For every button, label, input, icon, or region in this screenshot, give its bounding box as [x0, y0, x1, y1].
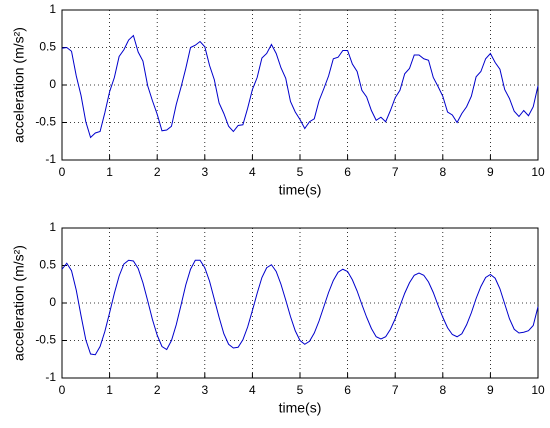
x-tick-label: 6 [344, 383, 351, 397]
x-tick-label: 5 [297, 383, 304, 397]
x-tick-label: 10 [531, 165, 545, 179]
y-tick-label: 0 [49, 295, 56, 309]
y-tick-label: 0 [49, 77, 56, 91]
y-tick-label: 1 [49, 220, 56, 234]
data-line [61, 259, 539, 356]
y-axis-label: acceleration (m/s²) [11, 27, 27, 143]
x-tick-label: 6 [344, 165, 351, 179]
y-tick-label: -1 [45, 152, 56, 166]
x-tick-label: 5 [297, 165, 304, 179]
x-axis-label: time(s) [279, 400, 322, 416]
x-tick-label: 8 [439, 165, 446, 179]
axes-box [61, 227, 539, 379]
y-tick-label: -0.5 [35, 333, 56, 347]
x-tick-label: 7 [392, 165, 399, 179]
x-tick-label: 1 [106, 383, 113, 397]
axes-box [61, 9, 539, 161]
x-tick-label: 9 [487, 383, 494, 397]
y-tick-label: -1 [45, 370, 56, 384]
x-tick-label: 9 [487, 165, 494, 179]
x-tick-label: 3 [201, 165, 208, 179]
y-tick-label: -0.5 [35, 115, 56, 129]
x-tick-label: 2 [154, 383, 161, 397]
x-tick-label: 7 [392, 383, 399, 397]
x-tick-label: 3 [201, 383, 208, 397]
x-tick-label: 4 [249, 383, 256, 397]
x-tick-label: 2 [154, 165, 161, 179]
x-tick-label: 10 [531, 383, 545, 397]
x-tick-label: 1 [106, 165, 113, 179]
x-tick-label: 0 [59, 165, 66, 179]
y-tick-label: 1 [49, 2, 56, 16]
x-axis-label: time(s) [279, 182, 322, 198]
y-axis-label: acceleration (m/s²) [11, 245, 27, 361]
x-tick-label: 0 [59, 383, 66, 397]
y-tick-label: 0.5 [39, 40, 56, 54]
x-tick-label: 4 [249, 165, 256, 179]
data-line [61, 34, 539, 139]
x-tick-label: 8 [439, 383, 446, 397]
y-tick-label: 0.5 [39, 258, 56, 272]
